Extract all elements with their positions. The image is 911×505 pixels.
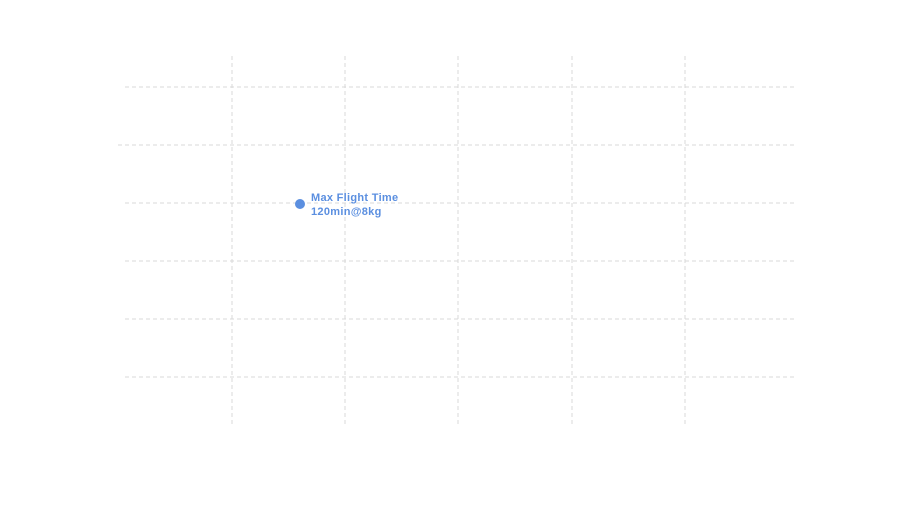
grid (118, 56, 795, 425)
point-marker (295, 199, 305, 209)
point-label: Max Flight Time (311, 192, 398, 204)
point-detail: 120min@8kg (311, 206, 382, 218)
